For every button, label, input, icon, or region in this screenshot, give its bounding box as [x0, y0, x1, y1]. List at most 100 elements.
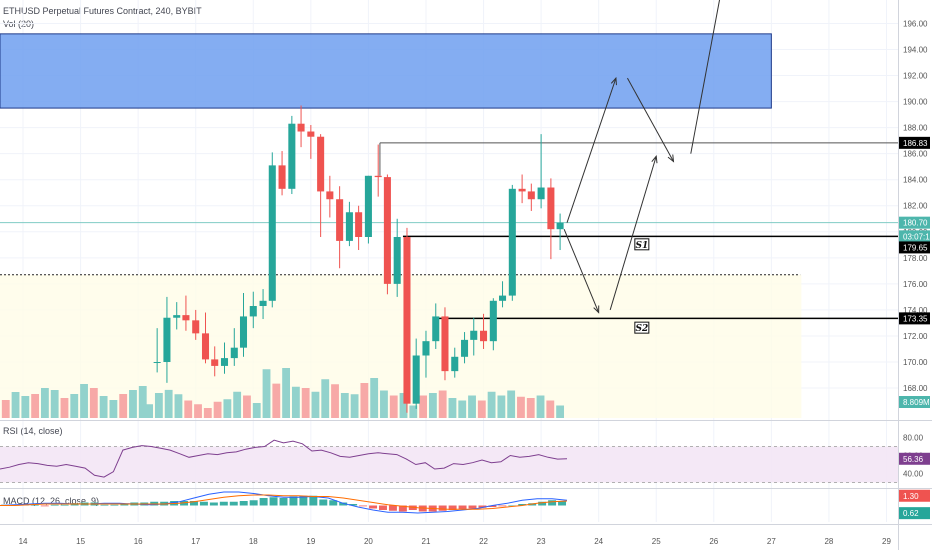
candle-body — [307, 131, 315, 137]
candle — [374, 144, 382, 197]
candle-body — [403, 236, 411, 404]
candle — [441, 307, 449, 381]
macd-histogram-bar — [558, 501, 567, 506]
candle — [527, 183, 535, 211]
candle — [393, 218, 401, 297]
x-tick-label: 24 — [594, 537, 603, 546]
volume-bar — [448, 398, 457, 418]
macd-histogram-bar — [488, 505, 497, 507]
price-badge-bg — [899, 216, 930, 229]
candle — [249, 291, 257, 329]
candle — [288, 115, 296, 195]
candle-body — [259, 300, 267, 307]
volume-bar — [89, 388, 98, 418]
candle — [153, 328, 161, 373]
macd-histogram-bar — [379, 505, 387, 510]
candle-body — [393, 236, 401, 284]
candlesticks — [153, 105, 564, 413]
volume-bar — [340, 393, 349, 418]
volume-bar — [438, 390, 447, 418]
y-tick-label: 196.00 — [903, 19, 928, 28]
macd-histogram-bar — [309, 495, 318, 506]
candle — [297, 105, 305, 148]
price-badge-text: 173.35 — [903, 314, 928, 323]
candle-body — [336, 199, 344, 241]
macd-histogram-bar — [438, 505, 447, 511]
candle — [163, 296, 171, 383]
volume-bar — [556, 405, 565, 418]
macd-histogram-bar — [329, 500, 338, 506]
sr-label-box — [634, 321, 650, 334]
candle — [345, 201, 353, 247]
resistance-zone — [0, 33, 802, 418]
volume-bar — [291, 386, 300, 418]
candle-body — [182, 315, 190, 321]
candle — [403, 227, 411, 413]
projection-paths — [563, 0, 721, 314]
volume-bar — [164, 389, 173, 418]
projection-arrowhead — [610, 76, 617, 86]
price-badge-text: 03:07:14 — [903, 232, 932, 241]
candle — [211, 346, 219, 377]
macd-histogram-bar — [498, 505, 507, 507]
candle — [239, 292, 248, 357]
price-badge-text: 0.62 — [903, 509, 919, 518]
volume-bar — [477, 400, 486, 418]
candle — [182, 295, 190, 331]
candle — [192, 309, 200, 340]
sr-label-s2: S2 — [634, 321, 650, 334]
macd-histogram-bar — [249, 500, 258, 506]
candle — [383, 174, 391, 295]
candle-body — [230, 347, 238, 359]
candle-body — [192, 320, 200, 334]
price-badge-text: 1.30 — [903, 492, 919, 501]
volume-bar — [360, 383, 369, 418]
macd-signal-badge: 0.62 — [899, 507, 930, 520]
macd-histogram-bar — [60, 504, 69, 506]
resistance-zone-rect — [0, 33, 772, 109]
macd-value-badge: 1.30 — [899, 489, 930, 502]
volume-bar — [213, 401, 222, 418]
projection-path — [566, 77, 617, 223]
candle-body — [211, 359, 219, 366]
sr-label-text: S1 — [635, 241, 648, 251]
macd-pane — [0, 491, 568, 514]
x-tick-label: 28 — [824, 537, 833, 546]
candle — [489, 298, 497, 351]
volume-bar — [70, 394, 79, 418]
price-badge: 186.83 — [899, 136, 930, 149]
y-tick-label: 168.00 — [903, 384, 928, 393]
x-tick-label: 21 — [422, 537, 431, 546]
candle — [201, 312, 210, 364]
volume-bar — [50, 390, 59, 418]
y-tick-label: 194.00 — [903, 45, 928, 54]
y-tick-label: 178.00 — [903, 254, 928, 263]
volume-bar — [321, 379, 330, 418]
rsi-tick-label: 80.00 — [903, 434, 924, 443]
candle — [278, 151, 286, 196]
candle-body — [480, 330, 488, 342]
candle — [326, 175, 334, 218]
macd-histogram-bar — [548, 500, 557, 506]
candle-body — [220, 358, 229, 366]
candle — [268, 152, 276, 308]
volume-bar — [145, 404, 154, 418]
macd-histogram-bar — [30, 504, 39, 506]
volume-bar — [31, 394, 40, 418]
price-badge-bg — [899, 489, 930, 502]
x-tick-label: 26 — [709, 537, 718, 546]
candle — [518, 174, 526, 204]
projection-arrowhead — [667, 154, 675, 163]
volume-bar — [311, 391, 320, 418]
y-tick-label: 186.00 — [903, 150, 928, 159]
volume-bar — [40, 388, 49, 418]
macd-histogram-bar — [40, 505, 49, 507]
y-tick-label: 184.00 — [903, 176, 928, 185]
x-tick-label: 29 — [882, 537, 891, 546]
macd-title: MACD (12, 26, close, 9) — [3, 496, 100, 506]
volume-bar — [409, 405, 418, 418]
candle-body — [297, 123, 305, 132]
candle-body — [489, 300, 497, 342]
x-tick-label: 22 — [479, 537, 488, 546]
